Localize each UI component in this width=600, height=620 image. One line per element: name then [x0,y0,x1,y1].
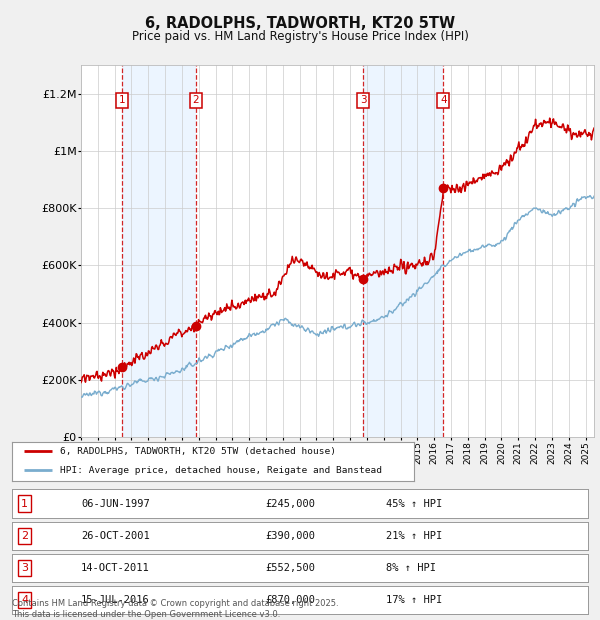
Text: HPI: Average price, detached house, Reigate and Banstead: HPI: Average price, detached house, Reig… [60,466,382,475]
Text: 4: 4 [21,595,28,605]
Text: 1: 1 [119,95,125,105]
Text: 15-JUL-2016: 15-JUL-2016 [81,595,150,605]
Text: Contains HM Land Registry data © Crown copyright and database right 2025.
This d: Contains HM Land Registry data © Crown c… [12,600,338,619]
Text: £552,500: £552,500 [265,563,316,573]
Text: 21% ↑ HPI: 21% ↑ HPI [386,531,443,541]
Text: 6, RADOLPHS, TADWORTH, KT20 5TW (detached house): 6, RADOLPHS, TADWORTH, KT20 5TW (detache… [60,447,336,456]
Text: £245,000: £245,000 [265,498,316,508]
Text: 3: 3 [360,95,367,105]
Bar [364,65,443,437]
Text: Price paid vs. HM Land Registry's House Price Index (HPI): Price paid vs. HM Land Registry's House … [131,30,469,43]
Bar [122,65,196,437]
Text: 17% ↑ HPI: 17% ↑ HPI [386,595,443,605]
Text: 2: 2 [193,95,199,105]
Text: 1: 1 [21,498,28,508]
Text: £390,000: £390,000 [265,531,316,541]
Text: 4: 4 [440,95,446,105]
Text: 2: 2 [21,531,28,541]
Text: £870,000: £870,000 [265,595,316,605]
Text: 8% ↑ HPI: 8% ↑ HPI [386,563,436,573]
Text: 6, RADOLPHS, TADWORTH, KT20 5TW: 6, RADOLPHS, TADWORTH, KT20 5TW [145,16,455,30]
Text: 14-OCT-2011: 14-OCT-2011 [81,563,150,573]
Text: 45% ↑ HPI: 45% ↑ HPI [386,498,443,508]
Text: 26-OCT-2001: 26-OCT-2001 [81,531,150,541]
Text: 3: 3 [21,563,28,573]
Text: 06-JUN-1997: 06-JUN-1997 [81,498,150,508]
